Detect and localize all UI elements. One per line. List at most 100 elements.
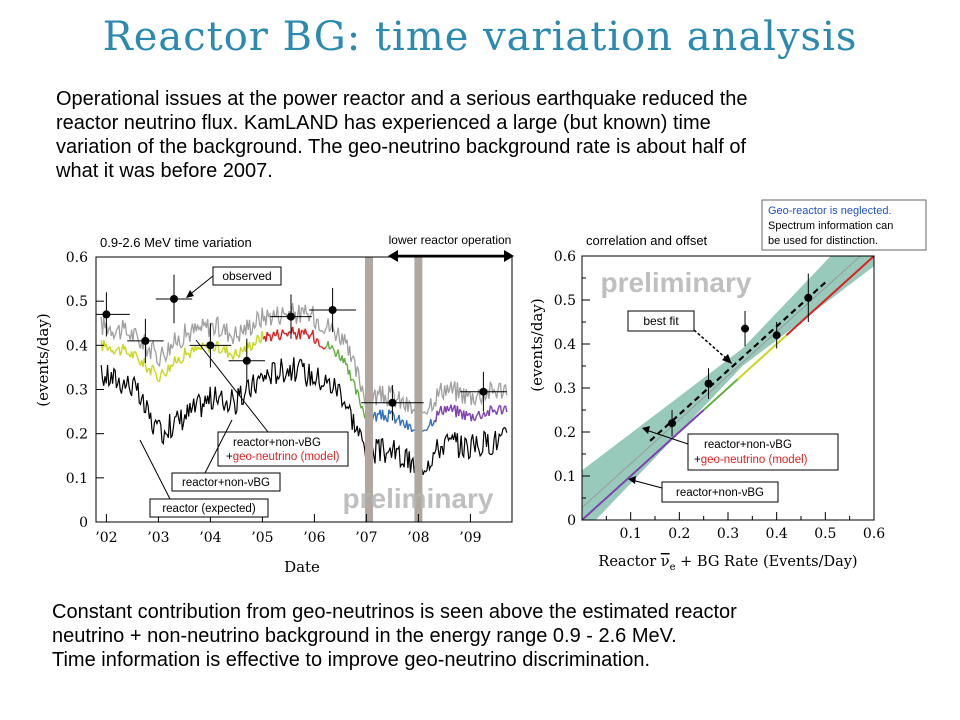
left-xtick-label: ’06 <box>303 530 325 546</box>
svg-text:best fit: best fit <box>643 314 679 328</box>
label-best-fit: best fit <box>627 310 732 364</box>
geo-model-segment <box>232 354 235 360</box>
label-right-reactor-nonbg-geo: reactor+non-νBG +geo-neutrino (model) <box>642 426 839 471</box>
geo-model-segment <box>394 419 398 424</box>
geo-model-segment <box>348 369 352 381</box>
geo-model-segment <box>440 405 443 414</box>
label-reactor-nonbg-geo: reactor+non-νBG +geo-neutrino (model) <box>195 339 349 467</box>
geo-model-segment <box>171 364 175 367</box>
left-ytick-label: 0.3 <box>66 383 88 399</box>
geo-model-segment <box>189 350 192 359</box>
geo-model-segment <box>254 343 257 346</box>
svg-text:reactor (expected): reactor (expected) <box>162 503 255 515</box>
geo-model-segment <box>286 331 290 337</box>
geo-model-segment <box>484 414 488 418</box>
left-ytick-label: 0.5 <box>66 294 88 310</box>
geo-model-segment <box>361 405 365 413</box>
geo-model-segment <box>437 410 441 416</box>
right-xtick-label: 0.2 <box>668 526 690 542</box>
slide-title: Reactor BG: time variation analysis <box>102 14 858 60</box>
reactor-nonbg-diagonal <box>785 256 874 336</box>
offset-reference-line <box>582 256 862 509</box>
geo-model-segment <box>234 349 238 356</box>
geo-model-segment <box>435 410 438 423</box>
svg-text:observed: observed <box>222 269 271 283</box>
geo-model-segment <box>475 413 479 417</box>
geo-model-segment <box>402 419 405 427</box>
svg-text:reactor+non-νBG: reactor+non-νBG <box>704 439 792 451</box>
svg-text:reactor+non-νBG: reactor+non-νBG <box>676 487 764 499</box>
geo-model-segment <box>343 357 347 365</box>
intro-line: what it was before 2007. <box>56 160 273 182</box>
geo-model-segment <box>430 419 433 427</box>
right-ytick-label: 0.6 <box>554 249 576 265</box>
left-xtick-label: ’02 <box>95 530 117 546</box>
geo-model-segment <box>407 423 410 430</box>
geo-model-segment <box>308 334 312 340</box>
geo-model-segment <box>317 339 320 347</box>
geo-model-segment <box>220 351 222 354</box>
geo-model-segment <box>239 347 243 351</box>
left-ylabel: (events/day) <box>34 313 52 406</box>
conclusion-line: Time information is effective to improve… <box>52 649 651 671</box>
conclusion-paragraph: Constant contribution from geo-neutrinos… <box>52 600 922 672</box>
geo-model-segment <box>327 341 331 350</box>
geo-model-segment <box>501 411 504 415</box>
geo-model-segment <box>228 352 232 355</box>
geo-model-segment <box>497 405 500 411</box>
geo-model-segment <box>499 405 503 415</box>
right-xtick-label: 0.1 <box>620 526 642 542</box>
geo-model-segment <box>304 328 308 335</box>
right-xtick-label: 0.6 <box>863 526 885 542</box>
geo-model-segment <box>250 348 253 352</box>
geo-model-segment <box>386 409 390 423</box>
geo-model-segment <box>256 334 259 337</box>
geo-model-segment <box>276 329 280 338</box>
left-ytick-label: 0.6 <box>66 250 88 266</box>
geo-model-segment <box>309 333 313 336</box>
correlation-point <box>772 322 781 349</box>
geo-model-segment <box>318 345 321 348</box>
geo-model-segment <box>466 413 470 417</box>
observed-point <box>96 292 130 337</box>
geo-model-segment <box>165 372 168 377</box>
right-xtick-label: 0.4 <box>766 526 788 542</box>
geo-model-segment <box>229 353 233 356</box>
geo-model-segment <box>248 341 252 351</box>
geo-model-segment <box>149 366 153 376</box>
geo-model-segment <box>114 349 118 353</box>
svg-text:reactor+non-νBG: reactor+non-νBG <box>182 477 270 489</box>
geo-model-segment <box>457 409 461 416</box>
geo-model-segment <box>291 326 295 335</box>
geo-model-segment <box>350 378 353 382</box>
correlation-point <box>741 311 750 347</box>
observed-point <box>361 385 424 421</box>
geo-model-segment <box>272 331 276 336</box>
intro-line: Operational issues at the power reactor … <box>56 88 748 110</box>
geo-model-segment <box>488 405 492 416</box>
geo-model-segment <box>146 368 149 373</box>
correlation-point <box>804 273 813 322</box>
geo-model-segment <box>181 359 185 363</box>
right-xtick-label: 0.5 <box>814 526 836 542</box>
right-ytick-label: 0.2 <box>554 425 576 441</box>
geo-model-segment <box>332 348 336 352</box>
geo-model-segment <box>427 424 431 428</box>
geo-model-segment <box>335 353 338 358</box>
geo-model-segment <box>357 392 361 403</box>
observed-point <box>460 371 507 412</box>
geo-model-segment <box>238 347 242 358</box>
shutdown-bar <box>365 257 373 522</box>
geo-model-segment <box>115 347 119 351</box>
left-xtick-label: ’09 <box>459 530 481 546</box>
geo-model-segment <box>158 374 162 382</box>
geo-model-segment <box>168 364 172 372</box>
geo-model-segment <box>152 365 156 371</box>
geo-model-segment <box>504 405 508 413</box>
geo-model-segment <box>161 369 164 374</box>
geo-model-segment <box>399 420 403 426</box>
geo-model-segment <box>502 406 505 412</box>
right-ylabel: (events/day) <box>530 298 546 391</box>
geo-model-segment <box>281 329 285 334</box>
lower-operation-label: lower reactor operation <box>389 233 512 247</box>
